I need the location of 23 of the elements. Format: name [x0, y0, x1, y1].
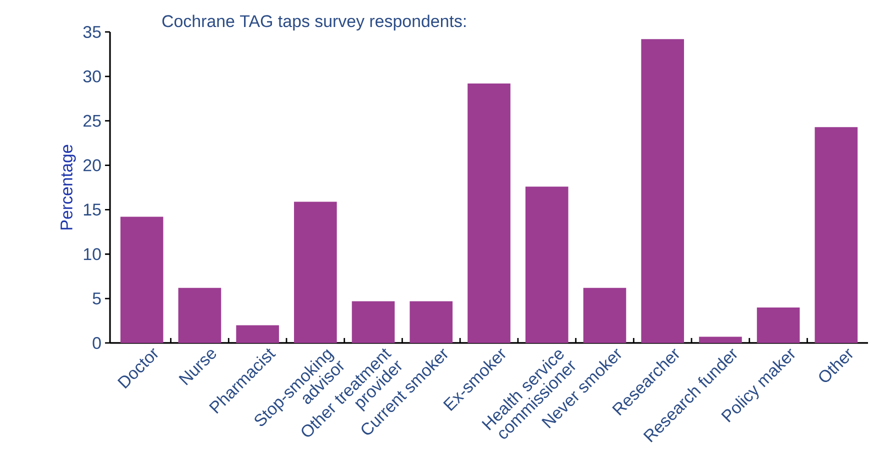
bar: [178, 288, 222, 343]
bar: [756, 307, 800, 343]
chart-title: Cochrane TAG taps survey respondents:: [162, 14, 466, 30]
y-tick-label: 35: [83, 26, 101, 38]
y-tick-label: 5: [92, 292, 101, 304]
bar: [641, 39, 684, 343]
bar: [294, 202, 337, 343]
bar: [468, 84, 510, 343]
bar: [583, 288, 626, 343]
bar: [699, 336, 742, 343]
y-tick-label: 20: [84, 159, 101, 172]
bar: [814, 127, 858, 343]
y-tick-label: 25: [84, 114, 101, 127]
bar: [236, 325, 279, 343]
y-tick-label: 30: [83, 70, 101, 82]
y-axis-title: Percentage: [60, 144, 76, 230]
bar: [352, 301, 395, 343]
y-tick-label: 15: [84, 204, 101, 216]
y-tick-label: 10: [84, 248, 101, 260]
y-tick-label: 0: [92, 336, 101, 349]
bar: [525, 186, 568, 343]
bar: [410, 301, 453, 343]
bar: [120, 216, 164, 343]
